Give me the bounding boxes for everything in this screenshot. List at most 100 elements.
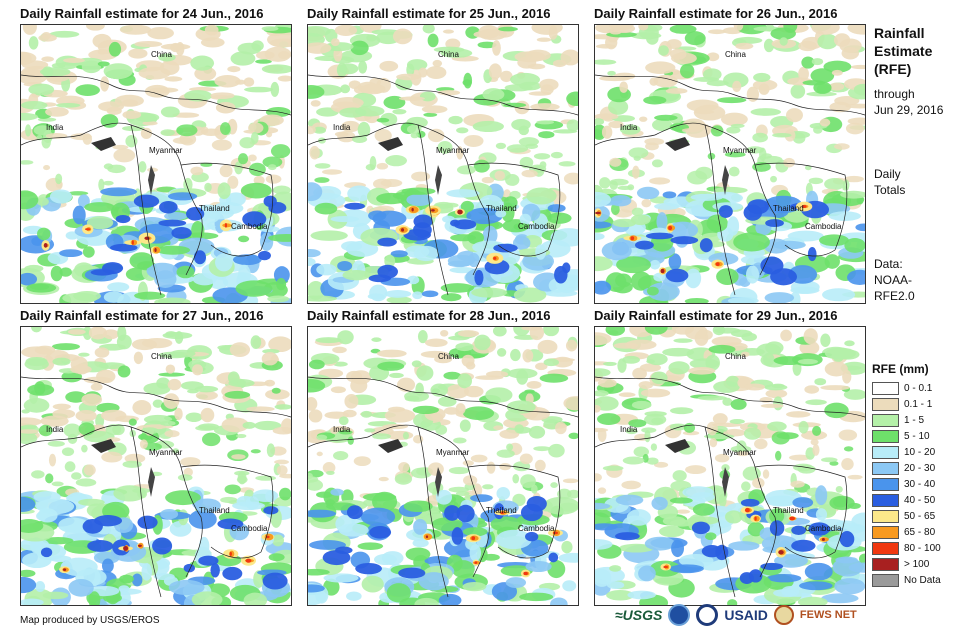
legend-swatch bbox=[872, 461, 899, 475]
rainfall-map: China India Myanmar Thailand Cambodia bbox=[307, 326, 579, 606]
side-title: Rainfall Estimate (RFE) bbox=[874, 24, 932, 78]
map-label-india: India bbox=[620, 123, 638, 132]
map-label-thailand: Thailand bbox=[199, 506, 230, 515]
map-label-india: India bbox=[46, 123, 64, 132]
map-label-china: China bbox=[438, 50, 459, 59]
legend-item: 20 - 30 bbox=[872, 460, 941, 476]
map-label-cambodia: Cambodia bbox=[231, 222, 268, 231]
legend-label: 0.1 - 1 bbox=[904, 398, 933, 410]
map-label-china: China bbox=[725, 352, 746, 361]
data-source: Data: NOAA- RFE2.0 bbox=[874, 256, 915, 304]
rainfall-map: China India Myanmar Thailand Cambodia bbox=[307, 24, 579, 304]
map-label-myanmar: Myanmar bbox=[723, 146, 757, 155]
legend-label: 20 - 30 bbox=[904, 462, 936, 474]
daily-label: Daily bbox=[874, 167, 901, 181]
map-label-myanmar: Myanmar bbox=[149, 146, 183, 155]
legend-swatch bbox=[872, 525, 899, 539]
rainfall-map: China India Myanmar Thailand Cambodia bbox=[20, 24, 292, 304]
legend-title: RFE (mm) bbox=[872, 362, 929, 376]
panel-title: Daily Rainfall estimate for 25 Jun., 201… bbox=[307, 6, 551, 21]
legend-item: No Data bbox=[872, 572, 941, 588]
legend-item: 10 - 20 bbox=[872, 444, 941, 460]
legend-swatch bbox=[872, 509, 899, 523]
map-label-china: China bbox=[151, 352, 172, 361]
legend-item: 30 - 40 bbox=[872, 476, 941, 492]
legend-swatch bbox=[872, 557, 899, 571]
legend: RFE (mm) 0 - 0.1 0.1 - 1 1 - 5 5 - 10 10 - 2… bbox=[872, 362, 941, 588]
legend-swatch bbox=[872, 477, 899, 491]
data-source-line: NOAA- bbox=[874, 273, 913, 287]
daily-totals: Daily Totals bbox=[874, 166, 905, 198]
map-label-thailand: Thailand bbox=[486, 204, 517, 213]
fews-net-logo: FEWS NET bbox=[799, 609, 857, 621]
legend-item: 65 - 80 bbox=[872, 524, 941, 540]
legend-label: No Data bbox=[904, 574, 941, 586]
map-label-cambodia: Cambodia bbox=[518, 222, 555, 231]
panel-title: Daily Rainfall estimate for 24 Jun., 201… bbox=[20, 6, 264, 21]
map-label-cambodia: Cambodia bbox=[518, 524, 555, 533]
legend-swatch bbox=[872, 493, 899, 507]
map-label-thailand: Thailand bbox=[773, 506, 804, 515]
panel-title: Daily Rainfall estimate for 27 Jun., 201… bbox=[20, 308, 264, 323]
map-label-china: China bbox=[151, 50, 172, 59]
side-title-line: Rainfall bbox=[874, 25, 925, 41]
legend-item: 50 - 65 bbox=[872, 508, 941, 524]
legend-label: 80 - 100 bbox=[904, 542, 941, 554]
legend-label: 1 - 5 bbox=[904, 414, 925, 426]
map-label-china: China bbox=[438, 352, 459, 361]
rainfall-map: China India Myanmar Thailand Cambodia bbox=[20, 326, 292, 606]
map-label-cambodia: Cambodia bbox=[231, 524, 268, 533]
fews-seal-icon bbox=[773, 605, 794, 625]
legend-label: > 100 bbox=[904, 558, 930, 570]
through-date: through Jun 29, 2016 bbox=[874, 86, 943, 118]
legend-swatch bbox=[872, 397, 899, 411]
map-label-cambodia: Cambodia bbox=[805, 222, 842, 231]
totals-label: Totals bbox=[874, 183, 906, 197]
legend-swatch bbox=[872, 541, 899, 555]
usgs-logo: ≈USGS bbox=[615, 607, 663, 623]
legend-label: 50 - 65 bbox=[904, 510, 936, 522]
map-label-india: India bbox=[333, 425, 351, 434]
legend-swatch bbox=[872, 573, 899, 587]
map-label-thailand: Thailand bbox=[199, 204, 230, 213]
legend-item: 5 - 10 bbox=[872, 428, 941, 444]
legend-label: 30 - 40 bbox=[904, 478, 936, 490]
data-label: Data: bbox=[874, 257, 903, 271]
legend-label: 0 - 0.1 bbox=[904, 382, 933, 394]
panel-title: Daily Rainfall estimate for 28 Jun., 201… bbox=[307, 308, 551, 323]
legend-label: 5 - 10 bbox=[904, 430, 930, 442]
data-source-line: RFE2.0 bbox=[874, 289, 915, 303]
rainfall-map: China India Myanmar Thailand Cambodia bbox=[594, 24, 866, 304]
map-label-myanmar: Myanmar bbox=[436, 146, 470, 155]
legend-label: 40 - 50 bbox=[904, 494, 936, 506]
legend-swatch bbox=[872, 381, 899, 395]
map-label-thailand: Thailand bbox=[486, 506, 517, 515]
legend-swatch bbox=[872, 413, 899, 427]
map-label-india: India bbox=[46, 425, 64, 434]
usaid-seal-icon bbox=[696, 604, 719, 626]
noaa-logo-icon bbox=[668, 604, 691, 626]
map-credit: Map produced by USGS/EROS bbox=[20, 615, 160, 626]
legend-item: 80 - 100 bbox=[872, 540, 941, 556]
panel-title: Daily Rainfall estimate for 26 Jun., 201… bbox=[594, 6, 838, 21]
legend-label: 65 - 80 bbox=[904, 526, 936, 538]
side-title-line: (RFE) bbox=[874, 61, 912, 77]
legend-item: 0 - 0.1 bbox=[872, 380, 941, 396]
map-label-thailand: Thailand bbox=[773, 204, 804, 213]
legend-swatch bbox=[872, 429, 899, 443]
legend-swatch bbox=[872, 445, 899, 459]
panel-title: Daily Rainfall estimate for 29 Jun., 201… bbox=[594, 308, 838, 323]
legend-label: 10 - 20 bbox=[904, 446, 936, 458]
map-label-myanmar: Myanmar bbox=[723, 448, 757, 457]
rainfall-map: China India Myanmar Thailand Cambodia bbox=[594, 326, 866, 606]
legend-rows: 0 - 0.1 0.1 - 1 1 - 5 5 - 10 10 - 20 20 - 30 3… bbox=[872, 380, 941, 588]
usaid-logo: USAID bbox=[724, 607, 768, 623]
through-label: through bbox=[874, 87, 915, 101]
map-label-myanmar: Myanmar bbox=[436, 448, 470, 457]
legend-item: 40 - 50 bbox=[872, 492, 941, 508]
